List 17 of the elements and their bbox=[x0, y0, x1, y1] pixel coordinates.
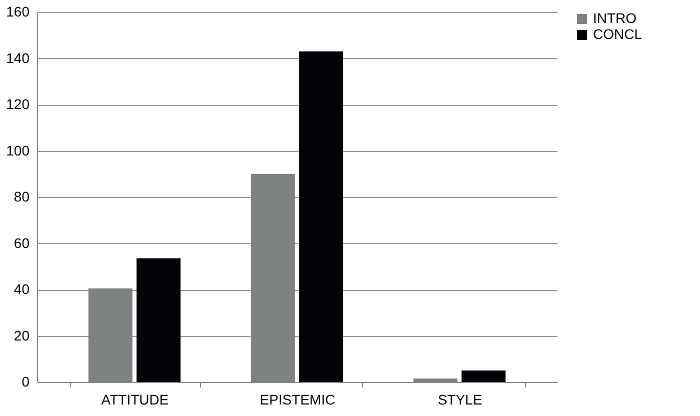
y-tick-label: 40 bbox=[14, 281, 30, 297]
x-tick-label: ATTITUDE bbox=[101, 392, 169, 408]
legend-label: CONCL bbox=[593, 26, 642, 42]
legend-label: INTRO bbox=[593, 10, 637, 26]
bar bbox=[136, 258, 181, 382]
y-tick-label: 60 bbox=[14, 234, 30, 251]
x-tick-label: STYLE bbox=[438, 392, 482, 408]
bar bbox=[462, 370, 506, 382]
y-tick-label: 80 bbox=[14, 188, 30, 204]
bar bbox=[299, 51, 344, 382]
y-tick-label: 140 bbox=[6, 50, 30, 66]
y-tick-label: 160 bbox=[6, 4, 30, 20]
x-tick-label: EPISTEMIC bbox=[260, 392, 336, 408]
y-tick-label: 120 bbox=[6, 96, 30, 112]
y-tick-label: 100 bbox=[6, 142, 30, 158]
y-tick-label: 20 bbox=[14, 327, 30, 344]
y-tick-label: 0 bbox=[22, 374, 30, 390]
